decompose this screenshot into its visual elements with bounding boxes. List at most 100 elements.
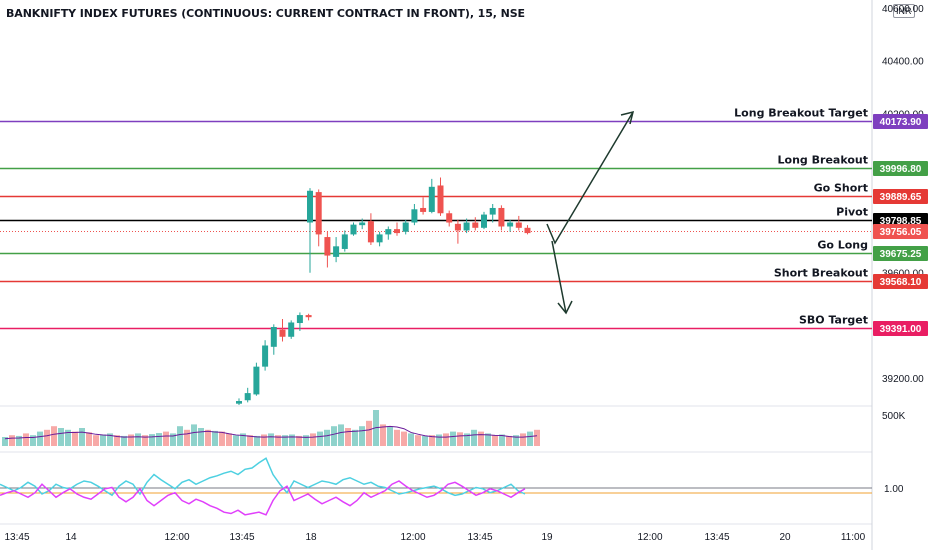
volume-bar [30,435,36,446]
candle-body [411,209,418,223]
volume-bar [79,428,85,446]
volume-bar [177,426,183,446]
volume-bar [366,420,372,446]
volume-bar [233,435,239,446]
volume-bar [65,429,71,446]
level-tag-text: 39996.80 [880,164,922,175]
osc-line-b [0,480,526,516]
level-label: Short Breakout [774,267,868,280]
volume-bar [324,429,330,446]
volume-bar [58,428,64,446]
volume-bar [520,433,526,446]
level-tag [873,161,928,176]
volume-bar [296,435,302,446]
volume-bar [23,433,29,446]
time-tick-label: 11:00 [841,532,866,543]
volume-bar [352,429,358,446]
osc-line-a [0,457,526,497]
volume-bar [135,433,141,446]
level-label: Pivot [836,206,868,219]
candle-body [324,237,331,256]
volume-bar [310,433,316,446]
oscillator-pane [0,457,872,516]
time-tick-label: 12:00 [164,532,189,543]
candle-body [437,185,444,214]
oscillator-axis-label: 1.00 [884,484,904,495]
level-tag-text: 39756.05 [880,227,922,238]
level-tag [873,224,928,239]
time-tick-label: 12:00 [637,532,662,543]
time-tick-label: 12:00 [400,532,425,543]
volume-bar [226,433,232,446]
volume-bar [100,434,106,446]
candle-body [288,322,295,337]
volume-bar [254,435,260,446]
candle-body [515,222,522,228]
level-tag-text: 39675.25 [880,249,922,260]
volume-bar [471,429,477,446]
candle-body [489,207,496,215]
volume-bar [513,435,519,446]
volume-bar [450,431,456,446]
volume-bar [387,426,393,446]
candle-body [454,223,461,231]
volume-bar [401,431,407,446]
time-tick-label: 13:45 [4,532,29,543]
volume-bar [51,426,57,446]
volume-axis-label: 500K [882,411,906,422]
chart-title: BANKNIFTY INDEX FUTURES (CONTINUOUS: CUR… [6,7,525,20]
level-tag [873,114,928,129]
trade-arrows [546,110,635,315]
level-tag-text: 39798.85 [880,216,922,227]
volume-bar [408,433,414,446]
level-label: Long Breakout Target [734,107,868,120]
volume-bar [422,435,428,446]
volume-bar [492,435,498,446]
volume-pane [2,410,540,446]
volume-bar [275,435,281,446]
volume-bar [37,431,43,446]
volume-bar [170,433,176,446]
volume-bar [415,435,421,446]
volume-bar [527,431,533,446]
level-label: Go Long [817,239,868,252]
volume-bar [303,435,309,446]
volume-bar [93,435,99,446]
volume-ma-line [4,425,538,440]
candle-body [305,315,312,318]
volume-bar [506,435,512,446]
volume-bar [282,435,288,446]
level-label: Long Breakout [778,154,868,167]
candle-body [341,234,348,249]
time-tick-label: 14 [65,532,77,543]
level-tag-text: 39568.10 [880,277,922,288]
volume-bar [429,435,435,446]
time-tick-label: 13:45 [704,532,729,543]
volume-bar [163,431,169,446]
short-arrow-path [551,240,567,314]
volume-bar [240,433,246,446]
candle-body [385,229,392,235]
level-label: SBO Target [799,314,868,327]
candle-body [472,222,479,228]
volume-bar [142,435,148,446]
level-tag [873,189,928,204]
candle-body [420,207,427,212]
currency-badge[interactable]: INR [893,4,915,18]
candle-body [376,234,383,243]
candle-body [428,186,435,212]
volume-bar [534,429,540,446]
candle-body [446,213,453,223]
volume-bar [184,429,190,446]
volume-bar [156,433,162,446]
candle-body [359,222,366,226]
volume-bar [2,437,8,446]
candle-body [463,222,470,231]
volume-bar [121,435,127,446]
volume-bar [107,433,113,446]
long-arrow-path [546,111,634,245]
candle-body [279,329,286,337]
candle-body [262,345,269,367]
volume-bar [128,434,134,446]
